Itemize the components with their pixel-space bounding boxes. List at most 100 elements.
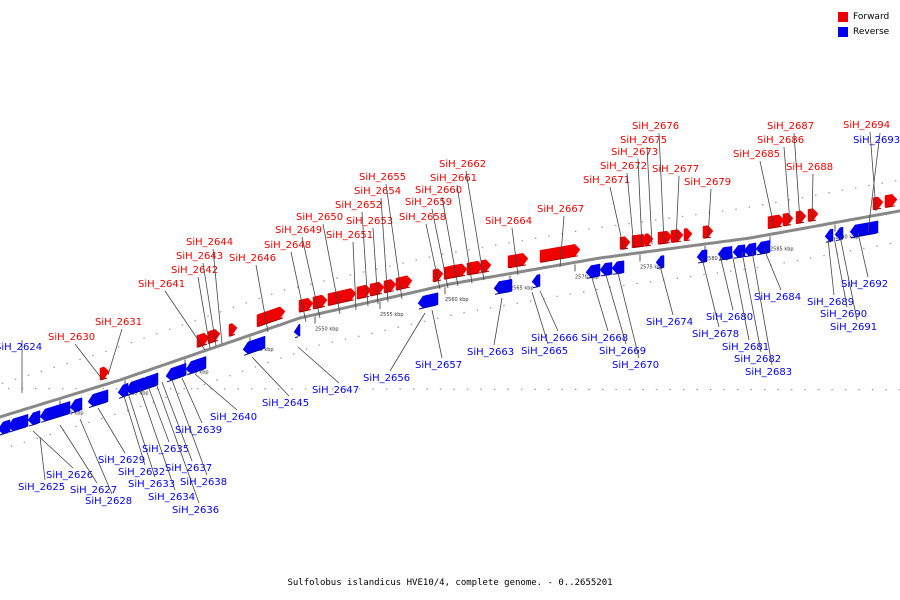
forward-gene-arrow: [256, 306, 286, 328]
reverse-gene-shadow: [850, 232, 877, 239]
forward-gene-arrow: [466, 260, 484, 276]
gene-leader-line: [161, 381, 193, 462]
reverse-gene-arrow: [531, 274, 541, 288]
forward-gene-shadow: [632, 245, 647, 249]
reverse-gene-arrow: [293, 323, 301, 337]
reverse-gene-shadow: [600, 274, 611, 277]
scale-tick-label: 2570 kbp: [575, 274, 599, 280]
scale-tick-label: 2585 kbp: [770, 246, 794, 252]
gene-leader-line: [197, 276, 211, 349]
gene-label-sih-2687: SiH_2687: [767, 121, 814, 132]
gene-leader-line: [39, 436, 46, 481]
gene-label-sih-2661: SiH_2661: [430, 173, 477, 184]
reverse-gene-shadow: [8, 426, 27, 433]
gene-label-sih-2666: SiH_2666: [531, 333, 578, 344]
gene-label-sih-2650: SiH_2650: [296, 212, 343, 223]
forward-gene-shadow: [208, 339, 219, 344]
forward-gene-shadow: [451, 274, 466, 279]
gene-leader-line: [605, 274, 627, 345]
gene-leader-line: [783, 146, 791, 224]
gene-label-sih-2674: SiH_2674: [646, 317, 693, 328]
reverse-gene-shadow: [166, 375, 185, 383]
gene-leader-line: [212, 248, 223, 345]
gene-leader-line: [531, 291, 549, 345]
gene-label-sih-2637: SiH_2637: [165, 463, 212, 474]
gene-leader-line: [171, 379, 208, 476]
gene-label-sih-2688: SiH_2688: [786, 162, 833, 173]
gene-leader-line: [869, 131, 877, 212]
forward-gene-arrow: [807, 208, 819, 222]
gene-leader-line: [626, 172, 635, 249]
reverse-gene-shadow: [532, 286, 539, 289]
reverse-gene-arrow: [755, 240, 771, 255]
gene-label-sih-2662: SiH_2662: [439, 159, 486, 170]
gene-label-sih-2630: SiH_2630: [48, 332, 95, 343]
scale-tick-label: 2545 kbp: [250, 347, 274, 353]
gene-leader-line: [539, 290, 559, 332]
reverse-gene-shadow: [756, 252, 769, 256]
reverse-gene-arrow: [611, 260, 625, 274]
forward-gene-shadow: [313, 305, 326, 310]
gene-label-sih-2628: SiH_2628: [85, 496, 132, 507]
gene-leader-line: [793, 132, 801, 222]
legend-swatch-forward: [838, 11, 848, 22]
gene-leader-line: [425, 223, 441, 290]
forward-gene-arrow: [356, 284, 372, 300]
gene-label-sih-2668: SiH_2668: [581, 333, 628, 344]
forward-gene-arrow: [670, 229, 684, 243]
reverse-gene-arrow: [849, 220, 879, 238]
genome-title: Sulfolobus islandicus HVE10/4, complete …: [287, 578, 613, 588]
forward-gene-arrow: [228, 323, 238, 337]
gene-label-sih-2667: SiH_2667: [537, 204, 584, 215]
forward-gene-shadow: [703, 236, 712, 239]
reverse-gene-arrow: [834, 226, 844, 240]
gene-leader-line: [361, 211, 369, 307]
forward-gene-shadow: [873, 207, 882, 211]
gene-label-sih-2693: SiH_2693: [853, 135, 900, 146]
gene-label-sih-2633: SiH_2633: [128, 479, 175, 490]
forward-gene-shadow: [299, 309, 312, 313]
gene-label-sih-2642: SiH_2642: [171, 265, 218, 276]
scale-tick-label: 2535 kbp: [125, 390, 149, 396]
gene-label-sih-2629: SiH_2629: [98, 455, 145, 466]
gene-leader-line: [431, 208, 449, 289]
forward-gene-arrow: [383, 279, 397, 294]
scale-tick-label: 2590 kbp: [835, 235, 859, 241]
gene-leader-line: [827, 238, 835, 296]
gene-label-sih-2654: SiH_2654: [354, 186, 401, 197]
reverse-gene-shadow: [88, 401, 107, 409]
reverse-gene-shadow: [70, 409, 81, 414]
gene-leader-line: [857, 232, 869, 278]
gene-leader-line: [251, 356, 290, 397]
reverse-gene-arrow: [139, 372, 159, 390]
forward-gene-arrow: [683, 228, 693, 242]
forward-gene-shadow: [396, 286, 411, 291]
reverse-gene-shadow: [186, 368, 205, 376]
forward-gene-shadow: [384, 290, 395, 294]
reverse-gene-shadow: [586, 275, 599, 279]
reverse-gene-shadow: [294, 336, 299, 339]
gene-label-sih-2627: SiH_2627: [70, 485, 117, 496]
gene-label-sih-2690: SiH_2690: [820, 309, 867, 320]
gene-leader-line: [646, 146, 653, 245]
gene-leader-line: [493, 297, 503, 346]
gene-leader-line: [194, 373, 238, 411]
reverse-gene-shadow: [733, 256, 744, 259]
gene-label-sih-2634: SiH_2634: [148, 492, 195, 503]
gene-leader-line: [833, 236, 848, 308]
gene-leader-line: [559, 215, 565, 268]
gene-label-sih-2664: SiH_2664: [485, 216, 532, 227]
gene-leader-line: [839, 235, 858, 321]
gene-leader-line: [301, 236, 321, 319]
gene-leader-line: [385, 183, 403, 300]
gene-leader-line: [465, 170, 485, 281]
gene-leader-line: [731, 252, 750, 341]
reverse-gene-arrow: [696, 249, 708, 263]
gene-leader-line: [759, 160, 775, 227]
gene-label-sih-2692: SiH_2692: [841, 279, 888, 290]
scale-tick-label: 2550 kbp: [315, 327, 339, 333]
gene-leader-line: [658, 132, 665, 243]
gene-label-sih-2678: SiH_2678: [692, 329, 739, 340]
scale-tick-label: 2540 kbp: [185, 370, 209, 376]
forward-gene-arrow: [782, 212, 794, 227]
